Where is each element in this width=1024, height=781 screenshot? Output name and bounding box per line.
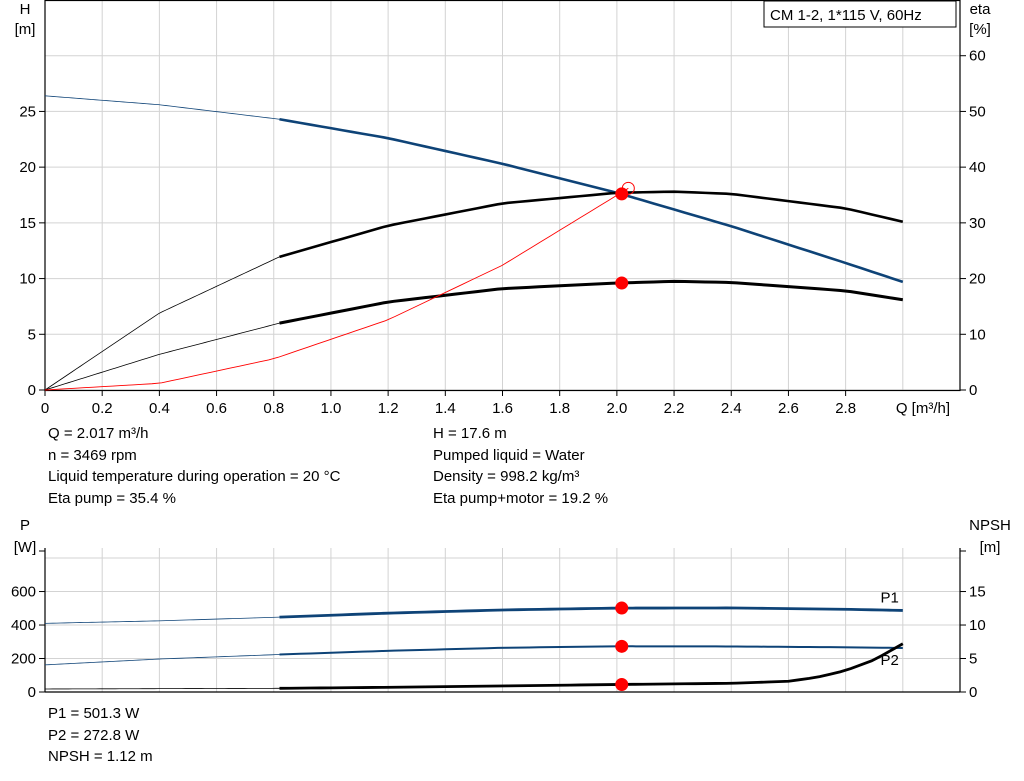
y-axis-label: P <box>20 517 30 534</box>
x-tick-label: 0.2 <box>92 400 113 417</box>
head-text: H = 17.6 m <box>433 425 507 442</box>
x-tick-label: 2.8 <box>835 400 856 417</box>
x-tick-label: 0.6 <box>206 400 227 417</box>
x-tick-label: 0.8 <box>263 400 284 417</box>
power-series-1-line <box>279 645 903 656</box>
y-tick-label: 400 <box>11 617 36 634</box>
y-axis-label: H <box>20 1 31 18</box>
operating-info-left: Q = 2.017 m³/h n = 3469 rpm Liquid tempe… <box>48 423 340 509</box>
y-tick-label: 10 <box>19 271 36 288</box>
x-tick-label: 1.6 <box>492 400 513 417</box>
y2-tick-label: 20 <box>969 271 986 288</box>
series-0-extension-line <box>44 95 280 120</box>
y2-axis-label: eta <box>970 1 992 18</box>
y2-tick-label: 30 <box>969 215 986 232</box>
y-tick-label: 0 <box>28 382 36 399</box>
y-tick-label: 600 <box>11 584 36 601</box>
title-box <box>763 0 957 28</box>
power-series-0-line <box>279 606 903 619</box>
system-curve-line <box>44 187 629 391</box>
y-axis-unit: [m] <box>15 21 36 38</box>
liquid-temperature-text: Liquid temperature during operation = 20… <box>48 468 341 485</box>
density-text: Density = 998.2 kg/m³ <box>433 468 580 485</box>
x-tick-label: 0 <box>41 400 49 417</box>
p2-text: P2 = 272.8 W <box>48 726 140 744</box>
y-tick-label: 20 <box>19 159 36 176</box>
y2-axis-label: NPSH <box>969 517 1011 534</box>
series-1-extension-line <box>44 256 280 391</box>
power-info: P1 = 501.3 W P2 = 272.8 W NPSH = 1.12 m <box>48 703 153 768</box>
flow-rate-text: Q = 2.017 m³/h <box>48 425 149 442</box>
speed-text: n = 3469 rpm <box>48 446 137 464</box>
y2-tick-label: 40 <box>969 159 986 176</box>
y2-tick-label: 15 <box>969 584 986 601</box>
x-tick-label: 1.4 <box>435 400 456 417</box>
y2-axis-unit: [%] <box>969 21 991 38</box>
x-tick-label: 1.0 <box>321 400 342 417</box>
x-tick-label: 2.6 <box>778 400 799 417</box>
power-series-2-line <box>279 642 904 690</box>
eta-pump-text: Eta pump = 35.4 % <box>48 489 176 507</box>
x-tick-label: 2.2 <box>664 400 685 417</box>
series-2-extension-line <box>44 322 280 391</box>
y-tick-label: 200 <box>11 651 36 668</box>
x-tick-label: 2.0 <box>606 400 627 417</box>
x-tick-label: 1.8 <box>549 400 570 417</box>
npsh-text: NPSH = 1.12 m <box>48 748 153 765</box>
pumped-liquid-text: Pumped liquid = Water <box>433 446 585 464</box>
eta-pump-motor-text: Eta pump+motor = 19.2 % <box>433 489 609 507</box>
y-tick-label: 5 <box>28 326 36 343</box>
series-1-line <box>279 190 904 259</box>
p1-text: P1 = 501.3 W <box>48 705 140 722</box>
y2-tick-label: 50 <box>969 103 986 120</box>
duty-point-marker <box>615 187 629 201</box>
y2-tick-label: 60 <box>969 48 986 65</box>
duty-point-marker <box>615 601 629 615</box>
duty-point-marker <box>615 677 629 691</box>
series-0-line <box>279 117 904 284</box>
y2-axis-unit: [m] <box>980 539 1001 556</box>
series-2-line <box>279 279 904 325</box>
series-label-p1: P1 <box>880 589 898 606</box>
y2-tick-label: 5 <box>969 651 977 668</box>
operating-info-right: H = 17.6 m Pumped liquid = Water Density… <box>433 423 608 509</box>
x-axis-label: Q [m³/h] <box>896 400 950 417</box>
duty-point-marker <box>615 639 629 653</box>
x-tick-label: 1.2 <box>378 400 399 417</box>
x-tick-label: 0.4 <box>149 400 170 417</box>
duty-point-marker <box>615 276 629 290</box>
y2-tick-label: 10 <box>969 326 986 343</box>
series-label-p2: P2 <box>880 652 898 669</box>
y2-tick-label: 10 <box>969 617 986 634</box>
power-series-1-extension-line <box>44 654 280 666</box>
y-tick-label: 15 <box>19 215 36 232</box>
y2-tick-label: 0 <box>969 382 977 399</box>
power-series-2-extension-line <box>44 687 280 690</box>
y-tick-label: 25 <box>19 103 36 120</box>
chart-title: CM 1-2, 1*115 V, 60Hz <box>770 7 922 24</box>
y-tick-label: 0 <box>28 684 36 701</box>
x-tick-label: 2.4 <box>721 400 742 417</box>
power-series-0-extension-line <box>44 616 280 624</box>
y-axis-unit: [W] <box>14 539 37 556</box>
y2-tick-label: 0 <box>969 684 977 701</box>
